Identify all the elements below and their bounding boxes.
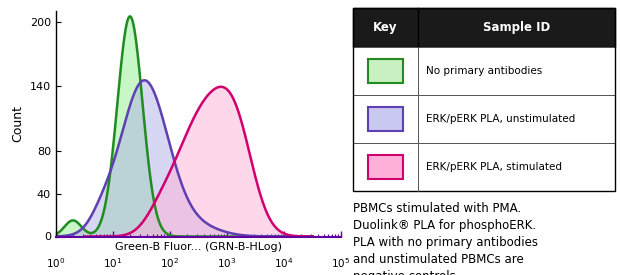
Text: $10^0$: $10^0$	[46, 256, 66, 270]
Text: $10^2$: $10^2$	[161, 256, 179, 270]
Text: ERK/pERK PLA, stimulated: ERK/pERK PLA, stimulated	[427, 162, 562, 172]
FancyBboxPatch shape	[353, 95, 614, 143]
Text: Sample ID: Sample ID	[483, 21, 550, 34]
Text: PBMCs stimulated with PMA.
Duolink® PLA for phosphoERK.
PLA with no primary anti: PBMCs stimulated with PMA. Duolink® PLA …	[353, 202, 538, 275]
Text: ERK/pERK PLA, unstimulated: ERK/pERK PLA, unstimulated	[427, 114, 575, 124]
FancyBboxPatch shape	[353, 8, 614, 47]
Text: $10^1$: $10^1$	[103, 256, 123, 270]
Text: $10^3$: $10^3$	[217, 256, 237, 270]
Text: $10^4$: $10^4$	[274, 256, 294, 270]
Y-axis label: Count: Count	[11, 105, 24, 142]
FancyBboxPatch shape	[353, 47, 614, 95]
Text: $10^5$: $10^5$	[331, 256, 351, 270]
X-axis label: Green-B Fluor... (GRN-B-HLog): Green-B Fluor... (GRN-B-HLog)	[115, 242, 282, 252]
FancyBboxPatch shape	[368, 155, 403, 179]
Text: Key: Key	[373, 21, 397, 34]
FancyBboxPatch shape	[368, 59, 403, 82]
FancyBboxPatch shape	[353, 143, 614, 191]
FancyBboxPatch shape	[368, 107, 403, 131]
Text: No primary antibodies: No primary antibodies	[427, 66, 542, 76]
